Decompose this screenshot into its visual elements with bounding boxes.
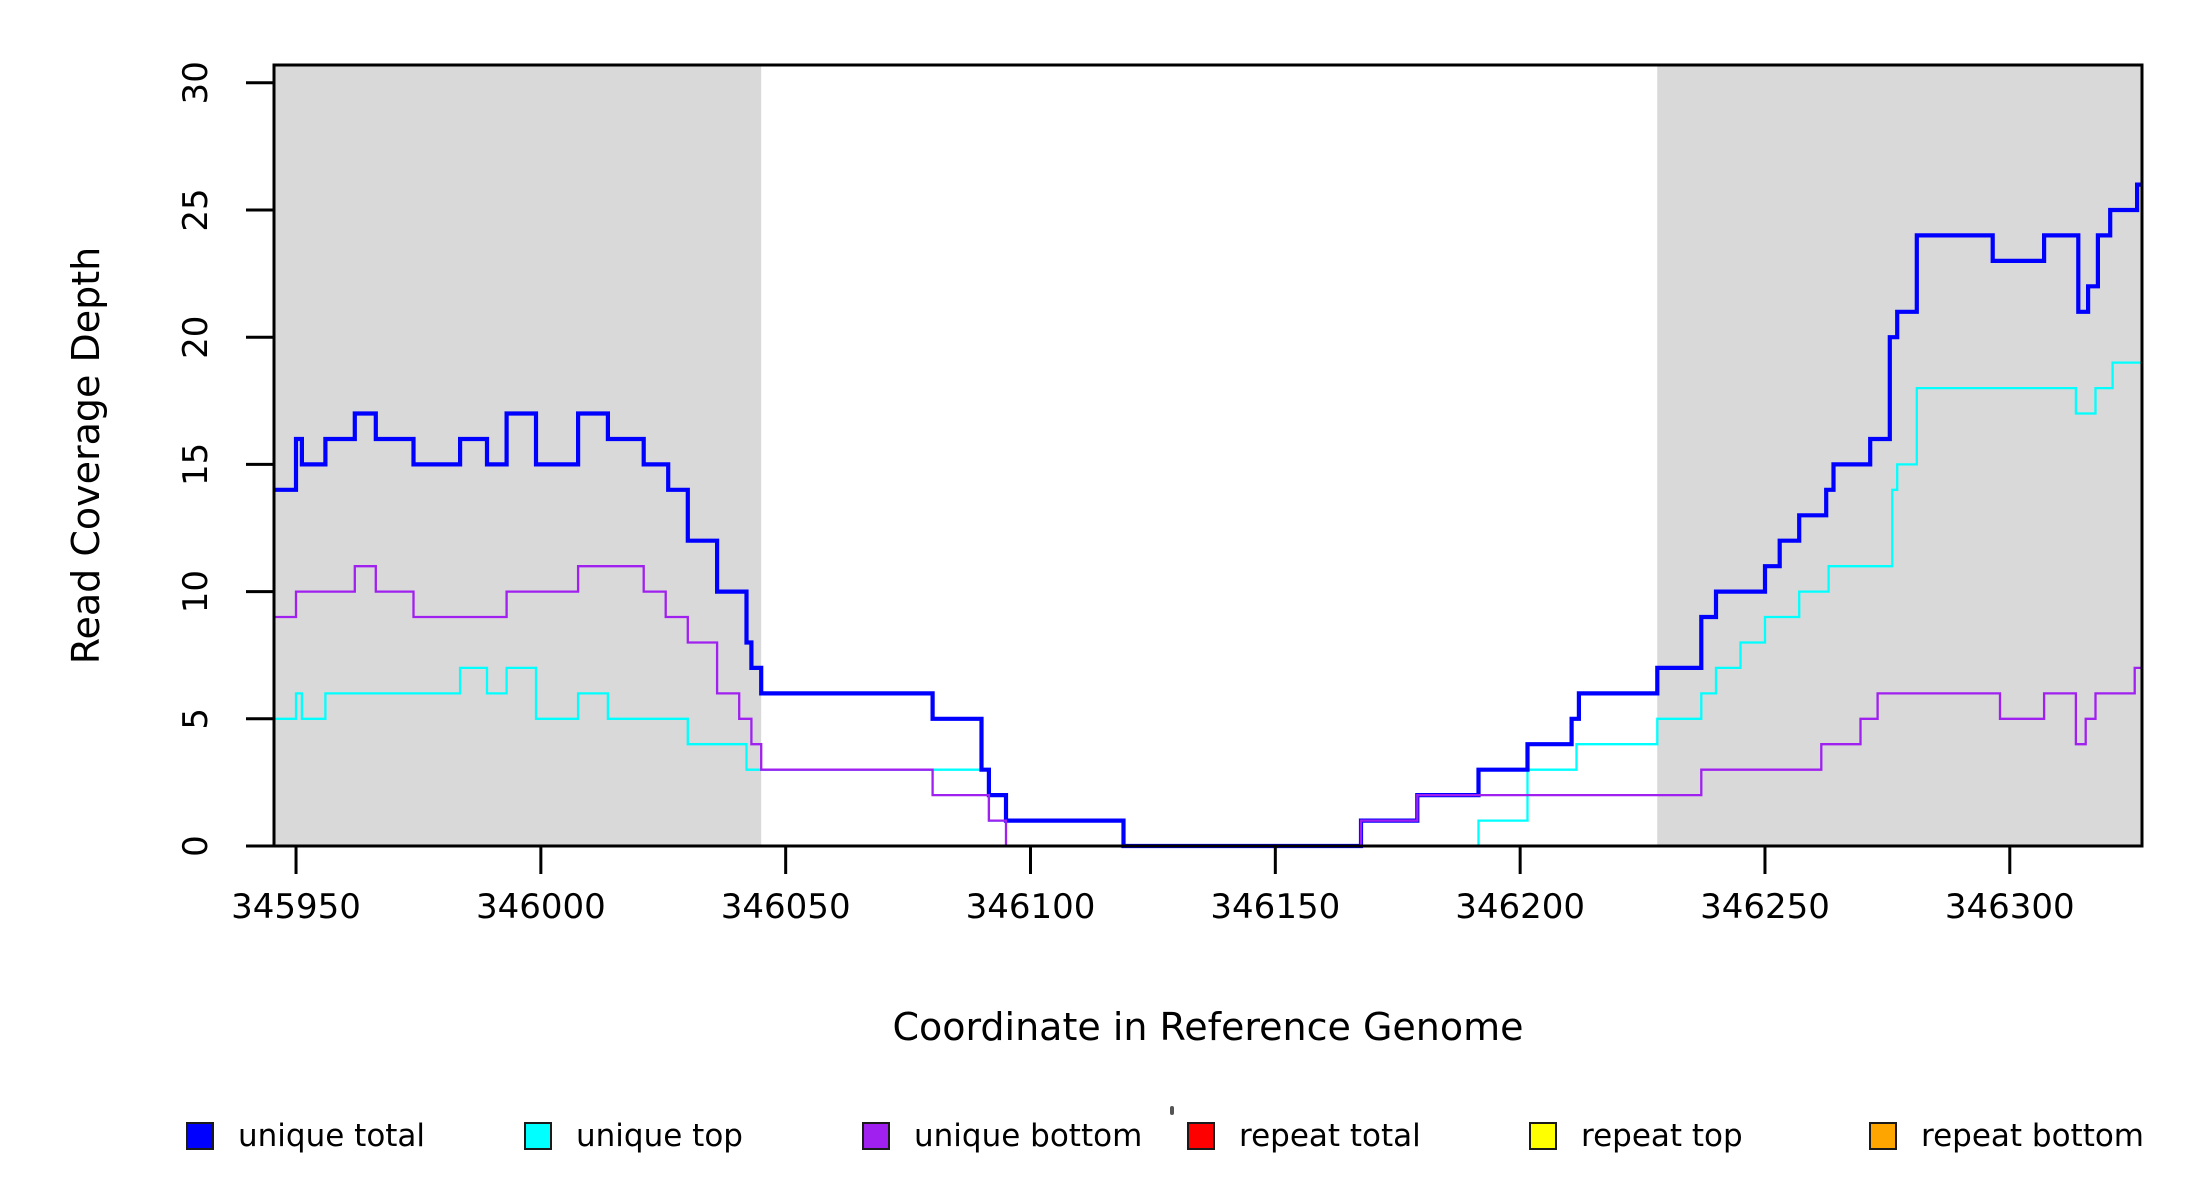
legend-item-unique-bottom: unique bottom	[862, 1112, 1142, 1160]
coverage-plot: 345950 346000 346050 346100 346150 346200 3462…	[64, 61, 2144, 1049]
y-axis-tick-label: 5	[176, 708, 216, 730]
x-axis-tick-label: 346300	[1945, 887, 2075, 927]
legend-label: unique total	[238, 1118, 426, 1154]
legend: unique total unique top unique bottom re…	[0, 1112, 2200, 1172]
x-axis-tick-label: 346100	[966, 887, 1096, 927]
shaded-repeat-region	[274, 65, 762, 845]
x-axis-tick-label: 346000	[476, 887, 606, 927]
unique-top-swatch-icon	[524, 1122, 552, 1150]
plot-border	[272, 63, 2144, 848]
y-axis-tick-label: 0	[176, 835, 216, 857]
stray-mark	[1170, 1106, 1174, 1115]
legend-label: repeat bottom	[1921, 1118, 2145, 1154]
legend-label: unique bottom	[914, 1118, 1143, 1154]
y-axis-tick-label: 25	[176, 188, 216, 231]
x-axis-tick-label: 346250	[1700, 887, 1830, 927]
legend-item-repeat-top: repeat top	[1529, 1112, 1743, 1160]
repeat-top-swatch-icon	[1529, 1122, 1557, 1150]
repeat-total-swatch-icon	[1187, 1122, 1215, 1150]
legend-item-unique-total: unique total	[186, 1112, 425, 1160]
legend-label: repeat top	[1581, 1118, 1743, 1154]
legend-label: unique top	[576, 1118, 743, 1154]
x-axis-tick-label: 346150	[1210, 887, 1340, 927]
y-axis-tick-label: 15	[176, 443, 216, 486]
y-axis-tick-label: 10	[176, 570, 216, 613]
legend-item-unique-top: unique top	[524, 1112, 743, 1160]
unique-bottom-swatch-icon	[862, 1122, 890, 1150]
legend-item-repeat-bottom: repeat bottom	[1869, 1112, 2144, 1160]
series-unique-bottom	[274, 565, 2142, 848]
repeat-bottom-swatch-icon	[1869, 1122, 1897, 1150]
y-axis-title: Read Coverage Depth	[64, 247, 108, 664]
y-axis-tick-label: 30	[176, 61, 216, 104]
x-axis-tick-label: 345950	[231, 887, 361, 927]
shaded-repeat-region	[1657, 65, 2142, 845]
legend-label: repeat total	[1239, 1118, 1421, 1154]
x-axis-tick-label: 346200	[1455, 887, 1585, 927]
legend-item-repeat-total: repeat total	[1187, 1112, 1421, 1160]
x-axis-tick-label: 346050	[721, 887, 851, 927]
x-axis-title: Coordinate in Reference Genome	[892, 1005, 1523, 1049]
y-axis-tick-label: 20	[176, 316, 216, 359]
unique-total-swatch-icon	[186, 1122, 214, 1150]
